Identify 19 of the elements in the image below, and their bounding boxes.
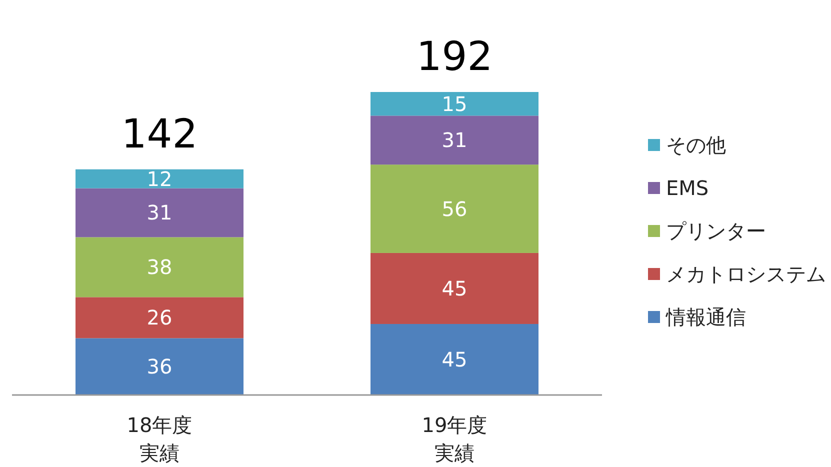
data-label: 12: [146, 166, 172, 191]
legend-label: メカトロシステム: [666, 262, 826, 286]
data-label: 15: [442, 92, 468, 116]
legend-label: EMS: [666, 176, 709, 200]
data-label: 45: [442, 276, 468, 300]
data-label: 38: [146, 255, 172, 280]
legend-label: プリンター: [666, 219, 766, 243]
data-label: 56: [442, 196, 468, 221]
data-label: 31: [146, 200, 172, 225]
data-label: 26: [146, 306, 172, 330]
data-label: 45: [442, 347, 468, 372]
data-label: 36: [146, 354, 172, 379]
x-tick-label: 19年度実績: [422, 413, 488, 465]
legend-label: 情報通信: [665, 305, 746, 329]
legend-label: その他: [666, 133, 726, 157]
data-label: 31: [442, 128, 468, 152]
total-label: 192: [416, 34, 493, 80]
x-tick-label: 18年度実績: [126, 413, 192, 465]
total-label: 142: [121, 111, 198, 158]
